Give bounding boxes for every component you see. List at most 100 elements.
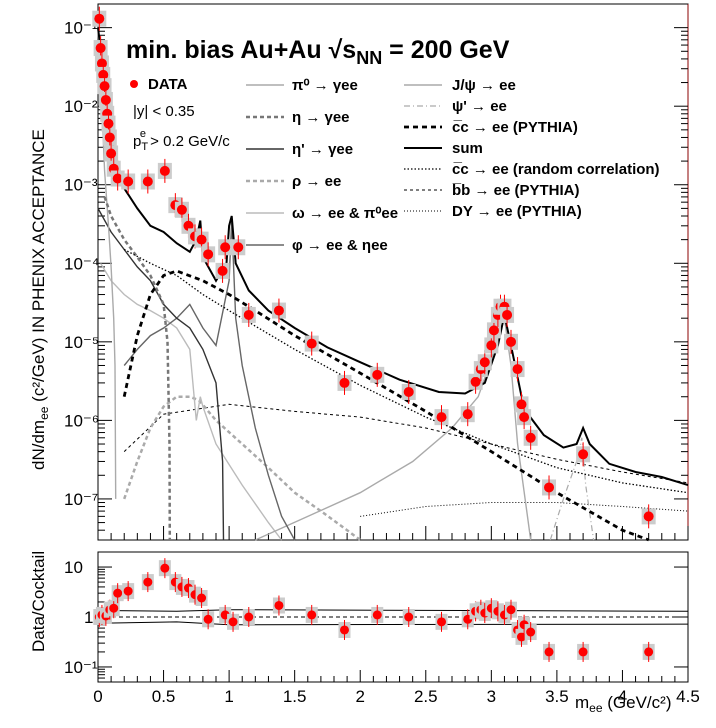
ratio-point xyxy=(578,647,588,657)
ratio-point xyxy=(339,625,349,635)
main-y-axis-title: dN/dmee (c²/GeV) IN PHENIX ACCEPTANCE xyxy=(29,129,51,470)
jpsi-legend-label: J/ψ → ee xyxy=(452,77,516,94)
data-point xyxy=(96,58,107,69)
omega-legend-label: ω → ee & π⁰ee xyxy=(292,205,398,222)
ratio-point xyxy=(506,605,516,615)
data-points xyxy=(92,6,656,529)
data-point xyxy=(106,148,117,159)
data-point xyxy=(544,482,555,493)
x-tick-label: 0 xyxy=(93,687,102,706)
pt-cut: pTe > 0.2 GeV/c xyxy=(133,128,230,153)
etap-curve xyxy=(97,208,225,541)
x-tick-label: 4.5 xyxy=(676,687,700,706)
data-point xyxy=(233,242,244,253)
data-point xyxy=(243,309,254,320)
ratio-point xyxy=(203,614,213,624)
ratio-point xyxy=(244,612,254,622)
y-tick-label: 10⁻⁶ xyxy=(64,411,99,430)
data-point xyxy=(217,265,228,276)
y-tick-label: 10⁻³ xyxy=(64,176,98,195)
bbbar-legend-label: b̅b → ee (PYTHIA) xyxy=(452,182,580,199)
data-point xyxy=(643,511,654,522)
sum-legend-label: sum xyxy=(452,140,483,157)
ratio-y-tick-label: 1 xyxy=(84,608,93,627)
ratio-point xyxy=(544,647,554,657)
ratio-y-axis-title: Data/Cocktail xyxy=(29,551,48,652)
data-point xyxy=(486,340,497,351)
data-legend-label: DATA xyxy=(148,76,188,93)
ratio-point xyxy=(644,647,654,657)
ratio-point xyxy=(197,593,207,603)
ratio-point xyxy=(307,610,317,620)
x-tick-label: 2 xyxy=(355,687,364,706)
y-tick-label: 10⁻¹ xyxy=(64,19,98,38)
etap-legend-label: η' → γee xyxy=(292,141,353,158)
ccrand-legend-label: c̅c → ee (random correlation) xyxy=(452,161,660,178)
dy-curve xyxy=(360,502,689,517)
ratio-point xyxy=(160,563,170,573)
ratio-point xyxy=(228,617,238,627)
x-axis-title: mee (GeV/c²) xyxy=(575,693,671,715)
data-point xyxy=(176,204,187,215)
ratio-bands xyxy=(97,609,689,626)
data-legend-entry: DATA xyxy=(130,76,188,93)
data-point xyxy=(578,449,589,460)
dy-legend-label: DY → ee (PYTHIA) xyxy=(452,203,582,220)
rho-legend-label: ρ → ee xyxy=(292,173,341,190)
data-point xyxy=(203,249,214,260)
data-point xyxy=(502,309,513,320)
pi0-legend-label: π⁰ → γee xyxy=(292,77,358,94)
ratio-point xyxy=(372,610,382,620)
ratio-axes: 10⁻¹ 1 10 0 0.5 1 1.5 2 2.5 3 3.5 4 4.5 xyxy=(64,551,700,706)
data-point xyxy=(519,412,530,423)
y-tick-label: 10⁻⁵ xyxy=(64,333,99,352)
sum-curve xyxy=(97,27,689,487)
data-marker-icon xyxy=(130,80,138,88)
omega-curve xyxy=(100,262,283,541)
ratio-y-tick-label: 10 xyxy=(64,558,83,577)
data-point xyxy=(98,69,109,80)
data-point xyxy=(436,412,447,423)
eta-legend-label: η → γee xyxy=(292,109,350,126)
x-tick-label: 4 xyxy=(618,687,627,706)
data-point xyxy=(103,118,114,129)
x-tick-label: 2.5 xyxy=(414,687,438,706)
legend: π⁰ → γee η → γee η' → γee ρ → ee ω → ee & π⁰… xyxy=(246,77,660,254)
data-point xyxy=(479,357,490,368)
ratio-point xyxy=(113,588,123,598)
x-tick-label: 0.5 xyxy=(152,687,176,706)
ratio-point xyxy=(274,600,284,610)
data-point xyxy=(95,43,106,54)
rho-curve xyxy=(123,395,361,542)
data-point xyxy=(94,13,105,24)
data-point xyxy=(159,165,170,176)
data-point xyxy=(183,220,194,231)
data-point xyxy=(306,338,317,349)
ratio-point xyxy=(404,612,414,622)
data-point xyxy=(372,369,383,380)
data-point xyxy=(273,305,284,316)
y-tick-label: 10⁻⁴ xyxy=(64,254,99,273)
data-point xyxy=(100,94,111,105)
ratio-point xyxy=(526,627,536,637)
x-tick-label: 1 xyxy=(224,687,233,706)
bbbar-curve xyxy=(123,403,689,484)
x-tick-label: 3.5 xyxy=(545,687,569,706)
phi-legend-label: φ → ee & ηee xyxy=(292,237,388,254)
data-point xyxy=(123,176,134,187)
data-point xyxy=(462,409,473,420)
phi-curve xyxy=(123,220,296,541)
ratio-point xyxy=(123,586,133,596)
ratio-point xyxy=(143,577,153,587)
ratio-band-lower xyxy=(97,621,689,626)
data-point xyxy=(488,325,499,336)
data-point xyxy=(403,386,414,397)
data-point xyxy=(142,176,153,187)
y-tick-label: 10⁻⁷ xyxy=(64,490,98,509)
chart-title: min. bias Au+Au √sNN = 200 GeV xyxy=(126,36,510,68)
data-point xyxy=(112,173,123,184)
eta-curve xyxy=(103,196,172,541)
y-tick-label: 10⁻² xyxy=(64,97,98,116)
jpsi-curve xyxy=(255,317,532,541)
